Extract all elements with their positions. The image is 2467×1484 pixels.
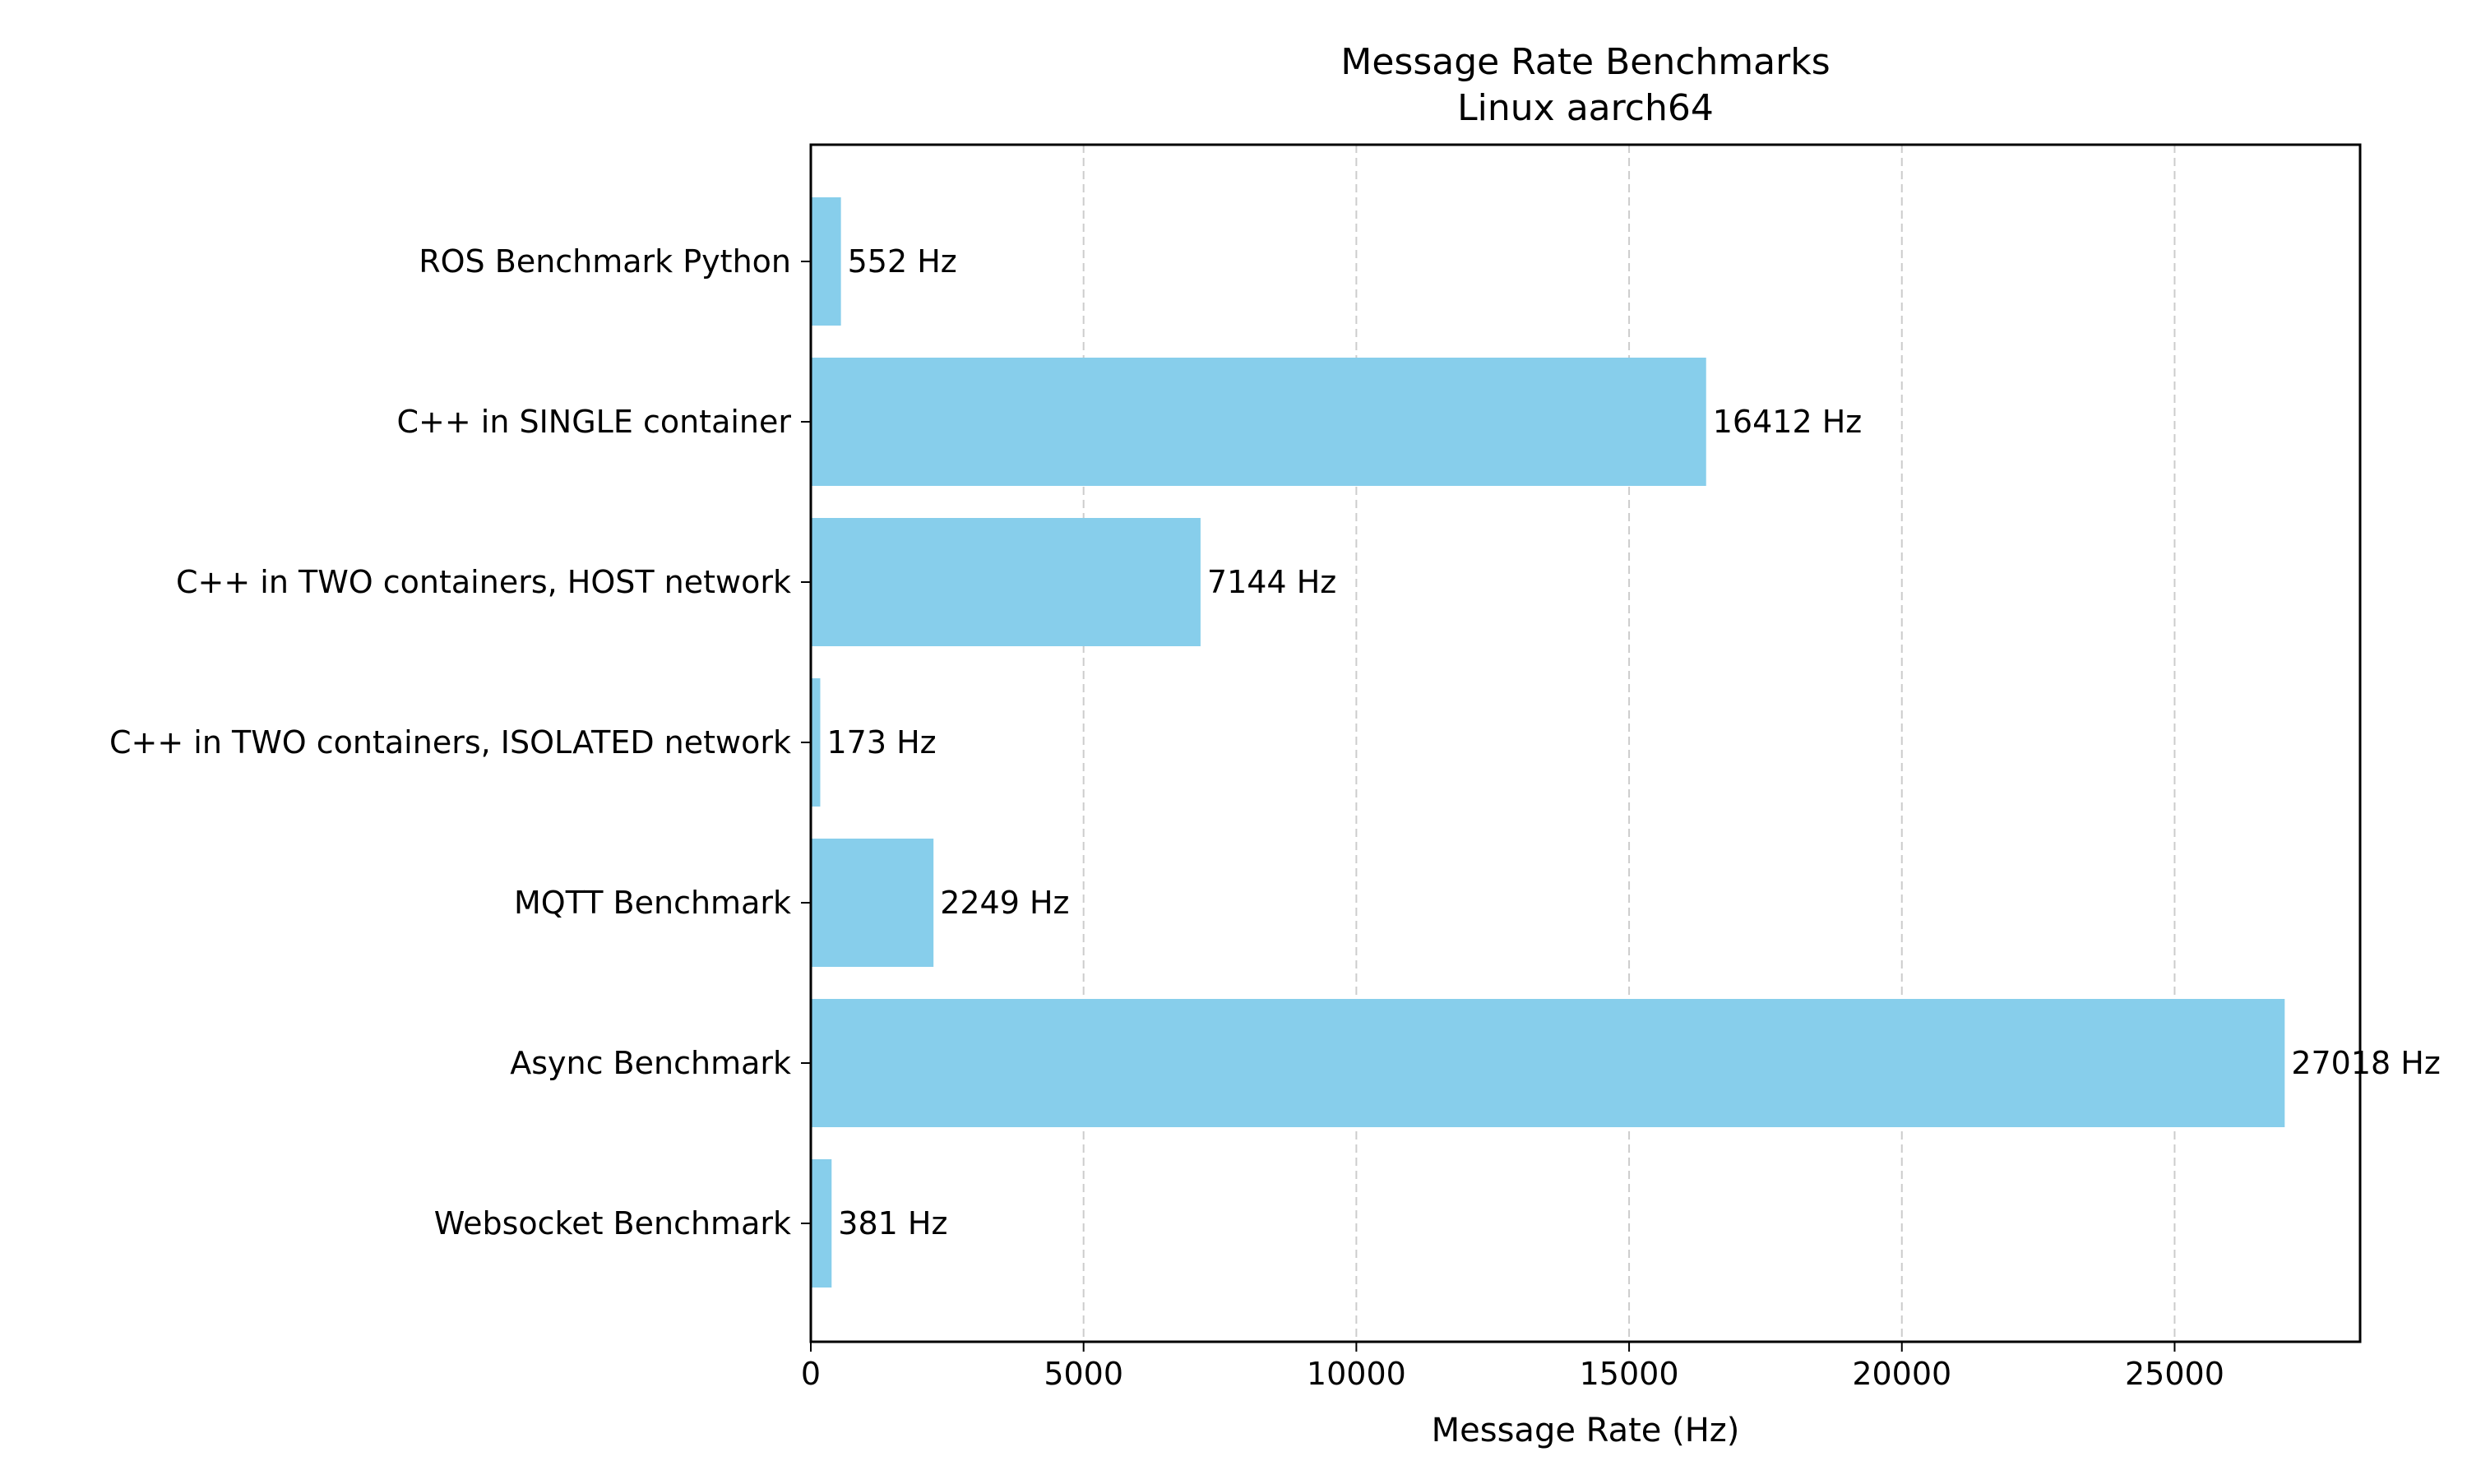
x-axis-label: Message Rate (Hz) [1432,1412,1740,1449]
bar [811,1159,832,1288]
x-tick-label: 10000 [1307,1356,1406,1392]
bars [811,197,2285,1288]
y-tick-label: Async Benchmark [510,1045,791,1081]
y-tick-label: ROS Benchmark Python [419,243,791,280]
y-tick-label: Websocket Benchmark [434,1205,791,1241]
bar [811,518,1201,646]
y-tick-label: C++ in SINGLE container [396,404,791,440]
grid-lines [1082,145,2176,1342]
plot-frame [809,143,2362,1343]
data-label: 16412 Hz [1713,404,1862,440]
bar [811,678,821,807]
y-tick-label: C++ in TWO containers, HOST network [176,564,791,600]
data-label: 7144 Hz [1207,564,1336,600]
data-label: 173 Hz [826,724,936,760]
bar [811,358,1706,486]
x-tick-label: 15000 [1580,1356,1679,1392]
data-labels: 552 Hz 16412 Hz 7144 Hz 173 Hz 2249 Hz 27018 … [826,243,2440,1241]
chart-subtitle: Linux aarch64 [1457,87,1714,129]
data-label: 381 Hz [838,1205,947,1241]
x-tick-label: 20000 [1852,1356,1951,1392]
data-label: 552 Hz [848,243,957,280]
x-axis-ticks: 0 5000 10000 15000 20000 25000 [801,1342,2224,1392]
x-tick-label: 5000 [1044,1356,1123,1392]
data-label: 2249 Hz [940,885,1069,921]
x-tick-label: 25000 [2125,1356,2224,1392]
y-axis-ticks: ROS Benchmark Python C++ in SINGLE contai… [109,243,811,1241]
data-label: 27018 Hz [2291,1045,2440,1081]
bar [811,197,841,326]
bar [811,999,2285,1127]
chart-title: Message Rate Benchmarks [1340,41,1830,83]
y-tick-label: MQTT Benchmark [514,885,791,921]
x-tick-label: 0 [801,1356,821,1392]
bar [811,839,934,967]
y-tick-label: C++ in TWO containers, ISOLATED network [109,724,791,760]
